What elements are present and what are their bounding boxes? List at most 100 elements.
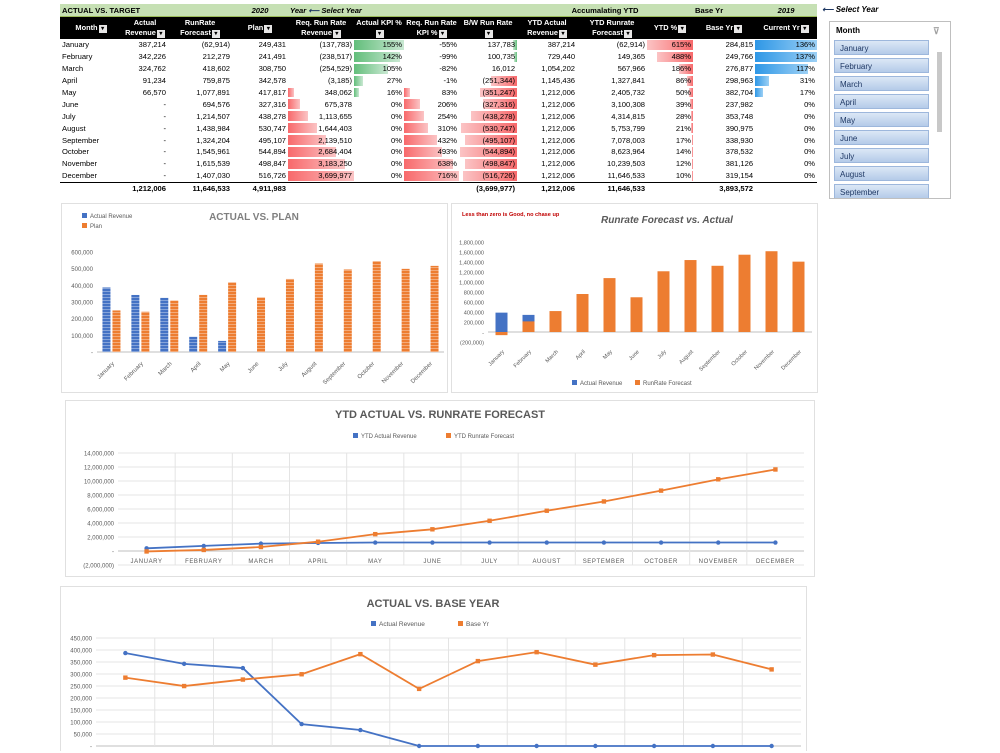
cell-bw: (544,894): [459, 146, 517, 158]
bar-plan: [257, 297, 265, 352]
slicer-scrollbar[interactable]: [937, 52, 942, 132]
year-value[interactable]: 2020: [232, 4, 288, 17]
series-marker: [487, 519, 491, 523]
bar-actual: [218, 341, 226, 352]
legend-swatch: [371, 621, 376, 626]
bar-plan: [604, 278, 616, 332]
y-tick-label: 6,000,000: [87, 508, 114, 514]
cell-bw: 137,783: [459, 39, 517, 51]
bar-plan: [344, 269, 352, 352]
slicer-item-april[interactable]: April: [834, 94, 929, 109]
data-bar: [404, 111, 424, 121]
filter-dropdown-icon[interactable]: ▾: [212, 30, 220, 38]
filter-dropdown-icon[interactable]: ▾: [801, 25, 809, 33]
cell-ytd_pct: 615%: [647, 39, 693, 51]
slicer-item-july[interactable]: July: [834, 148, 929, 163]
base-year-value[interactable]: 2019: [755, 4, 817, 17]
cell-base: 378,532: [693, 146, 755, 158]
data-bar: [288, 99, 300, 109]
column-header[interactable]: B/W Run Rate▾: [459, 17, 517, 40]
column-header[interactable]: Base Yr▾: [693, 17, 755, 40]
series-marker: [534, 744, 538, 748]
x-tick-label: August: [678, 349, 695, 366]
cell-kpi: 142%: [354, 51, 404, 63]
series-marker: [299, 672, 303, 676]
series-marker: [241, 677, 245, 681]
total-actual: 1,212,006: [122, 182, 168, 194]
filter-dropdown-icon[interactable]: ▾: [624, 30, 632, 38]
slicer-item-march[interactable]: March: [834, 76, 929, 91]
slicer-item-may[interactable]: May: [834, 112, 929, 127]
cell-reqkpi: 493%: [404, 146, 459, 158]
cell-month: August: [60, 122, 122, 134]
cell-ytd_runrate: 8,623,964: [577, 146, 647, 158]
kpi-table: ACTUAL VS. TARGET 2020 Year ⟵ Select Yea…: [60, 4, 817, 195]
clear-filter-icon[interactable]: ⊽: [933, 22, 940, 40]
cell-runrate: 759,875: [168, 75, 232, 87]
filter-dropdown-icon[interactable]: ▾: [439, 30, 447, 38]
bar-plan: [199, 295, 207, 352]
x-tick-label: July: [278, 361, 290, 373]
cell-ytd_actual: 1,212,006: [517, 87, 577, 99]
column-header[interactable]: YTD Runrate Forecast▾: [577, 17, 647, 40]
column-header[interactable]: Req. Run Rate KPI %▾: [404, 17, 459, 40]
legend-label: RunRate Forecast: [643, 381, 692, 387]
cell-kpi: 0%: [354, 98, 404, 110]
column-header[interactable]: YTD Actual Revenue▾: [517, 17, 577, 40]
cell-ytd_pct: 86%: [647, 75, 693, 87]
cell-plan: 516,726: [232, 170, 288, 182]
filter-dropdown-icon[interactable]: ▾: [157, 30, 165, 38]
cell-actual: -: [122, 110, 168, 122]
bar-plan: [170, 301, 178, 352]
cell-req: 348,062: [288, 87, 354, 99]
series-marker: [316, 540, 320, 544]
slicer-item-january[interactable]: January: [834, 40, 929, 55]
column-header[interactable]: Actual KPI %▾: [354, 17, 404, 40]
series-marker: [602, 499, 606, 503]
slicer-item-september[interactable]: September: [834, 184, 929, 199]
cell-base: 249,766: [693, 51, 755, 63]
cell-bw: 100,735: [459, 51, 517, 63]
bar-plan: [523, 321, 535, 332]
filter-dropdown-icon[interactable]: ▾: [264, 25, 272, 33]
column-header[interactable]: Plan▾: [232, 17, 288, 40]
filter-dropdown-icon[interactable]: ▾: [678, 25, 686, 33]
filter-dropdown-icon[interactable]: ▾: [333, 30, 341, 38]
filter-dropdown-icon[interactable]: ▾: [734, 25, 742, 33]
filter-dropdown-icon[interactable]: ▾: [99, 25, 107, 33]
cell-req: 3,183,250: [288, 158, 354, 170]
column-header[interactable]: Req. Run Rate Revenue▾: [288, 17, 354, 40]
series-marker: [711, 652, 715, 656]
column-header[interactable]: Current Yr▾: [755, 17, 817, 40]
filter-dropdown-icon[interactable]: ▾: [485, 30, 493, 38]
bar-plan: [631, 297, 643, 332]
cell-ytd_pct: 488%: [647, 51, 693, 63]
y-tick-label: (200,000): [460, 341, 484, 347]
slicer-item-august[interactable]: August: [834, 166, 929, 181]
cell-runrate: 1,615,539: [168, 158, 232, 170]
column-header[interactable]: YTD %▾: [647, 17, 693, 40]
cell-req: 2,684,404: [288, 146, 354, 158]
column-header[interactable]: Month▾: [60, 17, 122, 40]
filter-dropdown-icon[interactable]: ▾: [376, 30, 384, 38]
y-tick-label: 200,000: [71, 317, 93, 323]
ytd-chart: YTD ACTUAL VS. RUNRATE FORECAST(2,000,00…: [66, 401, 814, 576]
x-tick-label: August: [301, 361, 319, 379]
cell-current: 0%: [755, 158, 817, 170]
column-header[interactable]: RunRate Forecast▾: [168, 17, 232, 40]
x-tick-label: JULY: [481, 559, 498, 565]
cell-ytd_actual: 1,212,006: [517, 146, 577, 158]
cell-runrate: 1,407,030: [168, 170, 232, 182]
slicer-item-june[interactable]: June: [834, 130, 929, 145]
cell-ytd_runrate: (62,914): [577, 39, 647, 51]
filter-dropdown-icon[interactable]: ▾: [559, 30, 567, 38]
cell-actual: -: [122, 122, 168, 134]
slicer-item-february[interactable]: February: [834, 58, 929, 73]
series-marker: [202, 544, 206, 548]
column-header[interactable]: Actual Revenue▾: [122, 17, 168, 40]
